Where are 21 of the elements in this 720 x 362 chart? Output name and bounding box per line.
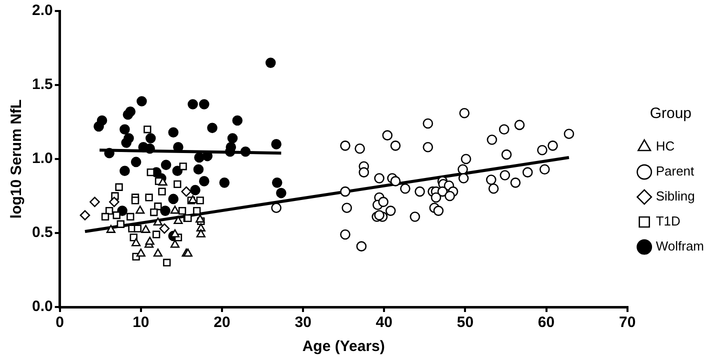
y-tick-label: 0.5: [32, 224, 53, 242]
x-tick-label: 70: [619, 314, 636, 332]
x-tick-label: 60: [538, 314, 555, 332]
legend-label: T1D: [656, 214, 680, 229]
y-tick-label: 1.0: [32, 150, 53, 168]
y-axis-title: log10 Serum NfL: [8, 99, 26, 219]
legend-label: Parent: [656, 164, 695, 179]
x-tick-label: 10: [132, 314, 150, 332]
legend-title: Group: [650, 105, 692, 122]
y-tick-label: 0.0: [32, 298, 53, 316]
legend-label: HC: [656, 138, 675, 154]
x-tick-label: 50: [456, 314, 474, 332]
y-tick-label: 2.0: [32, 2, 53, 20]
legend-label: Sibling: [656, 188, 695, 204]
x-axis-title: Age (Years): [302, 338, 385, 356]
x-tick-label: 30: [294, 314, 312, 332]
x-tick-label: 0: [56, 314, 64, 332]
x-tick-label: 40: [376, 314, 392, 332]
legend-label: Wolfram: [656, 238, 704, 254]
x-tick-label: 20: [214, 314, 230, 332]
y-tick-label: 1.5: [32, 76, 53, 94]
